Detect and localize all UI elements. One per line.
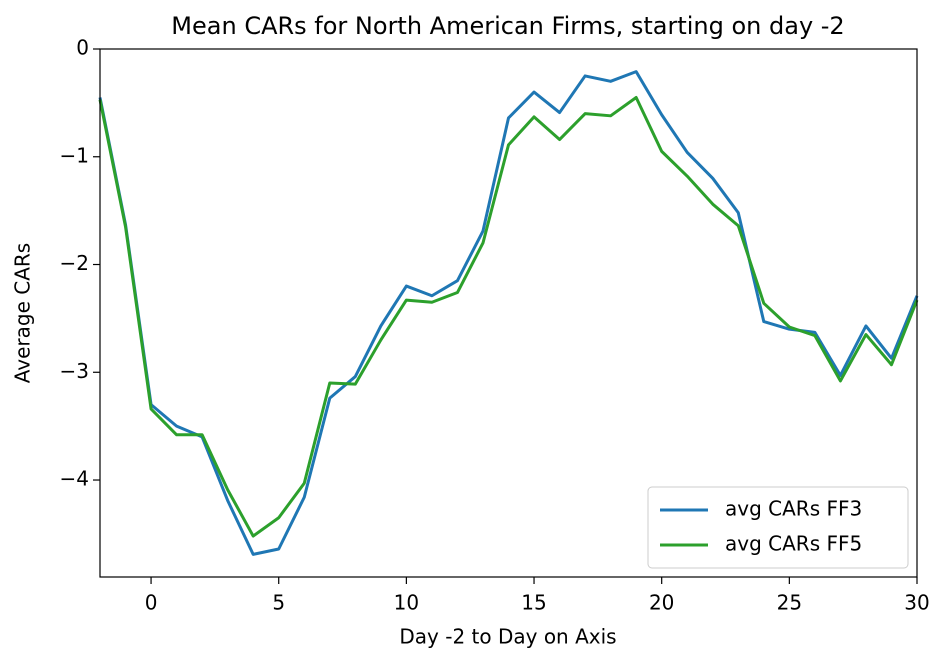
x-tick-label: 25	[777, 591, 802, 615]
y-tick-label: 0	[76, 36, 89, 60]
x-tick-label: 15	[521, 591, 546, 615]
x-tick-label: 10	[394, 591, 419, 615]
x-tick-label: 20	[649, 591, 674, 615]
x-tick-label: 5	[272, 591, 285, 615]
plot-frame	[99, 48, 918, 578]
data-line	[98, 70, 919, 556]
y-tick-label: −4	[60, 467, 89, 491]
x-axis-label: Day -2 to Day on Axis	[399, 625, 616, 649]
x-tick-label: 0	[145, 591, 158, 615]
y-tick-label: −1	[60, 143, 89, 167]
y-tick-label: −2	[60, 251, 89, 275]
legend: avg CARs FF3 avg CARs FF5	[647, 486, 909, 569]
data-line	[98, 95, 919, 538]
legend-label: avg CARs FF5	[725, 532, 862, 556]
chart-title: Mean CARs for North American Firms, star…	[171, 12, 844, 40]
legend-label: avg CARs FF3	[725, 497, 862, 521]
y-tick-label: −3	[60, 359, 89, 383]
y-axis-label: Average CARs	[11, 243, 35, 383]
legend-box	[647, 486, 909, 569]
x-tick-label: 30	[904, 591, 929, 615]
